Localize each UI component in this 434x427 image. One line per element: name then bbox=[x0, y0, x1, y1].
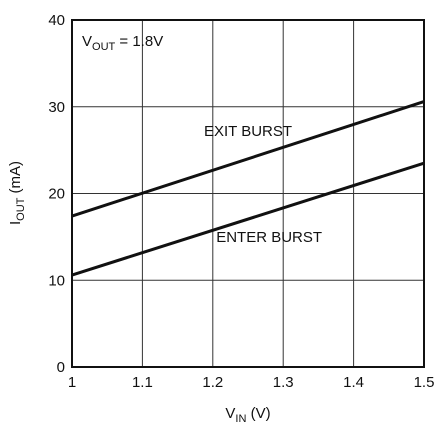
annotation-subscript: OUT bbox=[92, 41, 116, 53]
condition-annotation: VOUT = 1.8V bbox=[82, 33, 163, 53]
y-tick-label: 20 bbox=[48, 186, 65, 203]
x-tick-label: 1.4 bbox=[343, 374, 364, 391]
x-tick-label: 1.1 bbox=[132, 374, 153, 391]
x-axis-label-unit: (V) bbox=[246, 405, 270, 422]
series-line-exit-burst bbox=[71, 100, 425, 218]
y-tick-label: 30 bbox=[48, 99, 65, 116]
annotation-main: V bbox=[82, 33, 92, 50]
annotation-rest: = 1.8V bbox=[115, 33, 163, 50]
x-tick-label: 1 bbox=[68, 374, 76, 391]
x-tick-labels: 1 1.1 1.2 1.3 1.4 1.5 bbox=[68, 374, 434, 391]
grid bbox=[72, 20, 424, 367]
x-tick-label: 1.5 bbox=[414, 374, 434, 391]
y-tick-labels: 0 10 20 30 40 bbox=[48, 12, 65, 376]
y-tick-label: 10 bbox=[48, 272, 65, 289]
series-lines bbox=[71, 100, 425, 277]
series-label-exit-burst: EXIT BURST bbox=[204, 123, 292, 140]
x-axis-label-subscript: IN bbox=[235, 413, 246, 425]
x-tick-label: 1.2 bbox=[202, 374, 223, 391]
series-label-enter-burst: ENTER BURST bbox=[216, 229, 322, 246]
y-axis-label-subscript: OUT bbox=[15, 197, 27, 221]
y-axis-label-unit: (mA) bbox=[7, 161, 24, 198]
y-axis-label: IOUT (mA) bbox=[7, 161, 27, 225]
x-axis-label: VIN (V) bbox=[225, 405, 270, 425]
y-tick-label: 40 bbox=[48, 12, 65, 29]
x-tick-label: 1.3 bbox=[273, 374, 294, 391]
series-line-enter-burst bbox=[71, 161, 425, 277]
plot-frame bbox=[71, 19, 425, 368]
series-labels: EXIT BURST ENTER BURST bbox=[204, 123, 322, 246]
y-axis-label-main: I bbox=[7, 221, 24, 225]
y-tick-label: 0 bbox=[57, 359, 65, 376]
x-axis-label-main: V bbox=[225, 405, 235, 422]
